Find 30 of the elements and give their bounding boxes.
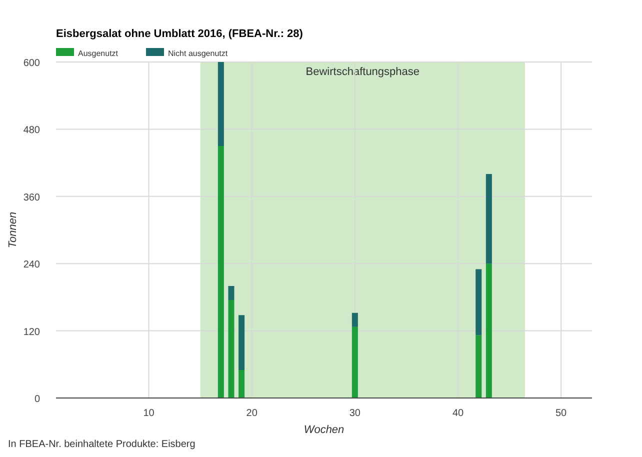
y-tick-label: 360 bbox=[23, 192, 40, 204]
bar bbox=[218, 146, 224, 398]
band-label: Bewirtschaftungsphase bbox=[306, 66, 420, 78]
bar bbox=[486, 264, 492, 398]
y-axis-title: Tonnen bbox=[7, 212, 19, 248]
y-tick-label: 600 bbox=[23, 58, 40, 69]
bar bbox=[238, 315, 245, 370]
y-tick-label: 0 bbox=[34, 394, 40, 405]
x-tick-label: 40 bbox=[452, 408, 464, 419]
bar bbox=[486, 174, 492, 264]
bar bbox=[476, 335, 482, 398]
x-tick-label: 50 bbox=[556, 408, 568, 419]
chart-title: Eisbergsalat ohne Umblatt 2016, (FBEA-Nr.: 28) bbox=[56, 28, 304, 40]
text: In FBEA-Nr. beinhaltete Produkte: Eisberg bbox=[8, 439, 196, 450]
bar bbox=[238, 370, 245, 398]
y-tick-label: 120 bbox=[23, 326, 40, 338]
bar bbox=[476, 269, 482, 336]
y-tick-label: 240 bbox=[23, 260, 40, 271]
x-tick-label: 30 bbox=[349, 408, 361, 419]
x-tick-label: 10 bbox=[143, 408, 155, 419]
legend-label: Nicht ausgenutzt bbox=[168, 49, 228, 58]
bar bbox=[352, 312, 358, 327]
x-tick-label: 20 bbox=[246, 408, 258, 419]
legend-label: Ausgenutzt bbox=[78, 49, 119, 58]
bar bbox=[228, 300, 234, 398]
x-axis-title: Wochen bbox=[304, 424, 344, 436]
y-tick-label: 480 bbox=[23, 125, 40, 136]
bar bbox=[218, 62, 224, 146]
bar bbox=[352, 326, 358, 398]
bar bbox=[228, 286, 234, 300]
